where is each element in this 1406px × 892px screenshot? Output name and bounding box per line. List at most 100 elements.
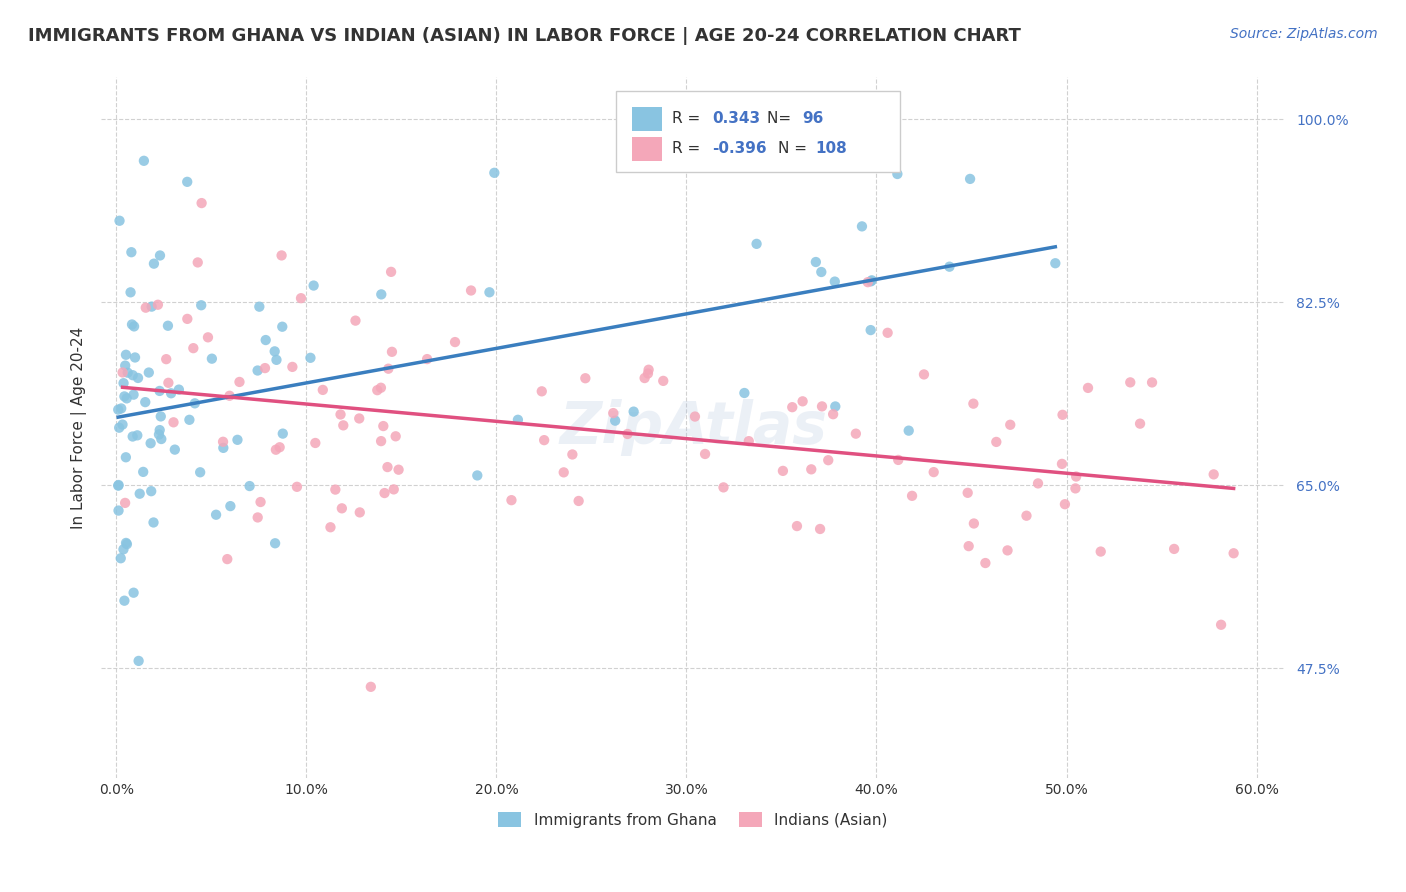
Point [506, 413, 529, 427]
Point [120, 285, 142, 300]
Point [201, 351, 224, 366]
Point [142, 516, 165, 530]
Point [823, 407, 845, 421]
Point [1015, 508, 1038, 523]
Text: 0.343: 0.343 [711, 112, 761, 127]
Point [190, 196, 212, 211]
Point [121, 368, 143, 383]
Point [851, 219, 873, 234]
Point [380, 265, 402, 279]
Point [1129, 417, 1152, 431]
Point [533, 433, 555, 447]
Point [859, 323, 882, 337]
Point [115, 348, 138, 362]
Legend: Immigrants from Ghana, Indians (Asian): Immigrants from Ghana, Indians (Asian) [492, 805, 894, 834]
Point [160, 386, 183, 401]
Point [637, 367, 659, 381]
Point [897, 424, 920, 438]
Text: 96: 96 [801, 112, 824, 127]
Point [824, 400, 846, 414]
Point [117, 366, 139, 380]
Point [148, 427, 170, 442]
Point [115, 392, 138, 406]
Text: N=: N= [766, 112, 796, 127]
Point [381, 344, 404, 359]
Point [150, 432, 173, 446]
Point [304, 436, 326, 450]
Point [780, 400, 803, 414]
Point [253, 361, 276, 376]
Point [1050, 457, 1073, 471]
Point [1026, 476, 1049, 491]
Point [444, 334, 467, 349]
FancyBboxPatch shape [631, 137, 662, 161]
Point [1064, 469, 1087, 483]
Point [246, 510, 269, 524]
Point [112, 389, 135, 403]
Point [290, 291, 312, 305]
Point [115, 536, 138, 550]
Point [845, 426, 868, 441]
Point [860, 273, 883, 287]
Point [484, 166, 506, 180]
Point [530, 384, 553, 399]
Point [156, 318, 179, 333]
Point [114, 496, 136, 510]
Point [247, 300, 270, 314]
Point [574, 371, 596, 385]
Point [212, 441, 235, 455]
Point [264, 442, 287, 457]
Point [149, 248, 172, 262]
Point [122, 319, 145, 334]
Point [382, 483, 405, 497]
Point [922, 465, 945, 479]
Point [986, 434, 1008, 449]
Point [107, 402, 129, 417]
Point [817, 453, 839, 467]
Point [134, 395, 156, 409]
Point [155, 352, 177, 367]
Point [187, 255, 209, 269]
Point [127, 371, 149, 385]
Point [824, 275, 846, 289]
Point [114, 359, 136, 373]
Point [387, 463, 409, 477]
Point [683, 409, 706, 424]
Point [112, 376, 135, 391]
Point [329, 408, 352, 422]
Point [997, 543, 1019, 558]
Text: 108: 108 [815, 142, 846, 156]
Point [110, 551, 132, 566]
Point [122, 585, 145, 599]
Point [249, 495, 271, 509]
Point [876, 326, 898, 340]
Point [623, 404, 645, 418]
Point [330, 501, 353, 516]
Point [108, 420, 131, 434]
Point [319, 520, 342, 534]
Point [962, 397, 984, 411]
Point [115, 450, 138, 465]
Point [285, 480, 308, 494]
Point [132, 465, 155, 479]
Point [360, 680, 382, 694]
Point [107, 503, 129, 517]
Point [146, 298, 169, 312]
Point [302, 278, 325, 293]
Point [112, 593, 135, 607]
Point [270, 248, 292, 262]
Point [1119, 376, 1142, 390]
Point [141, 300, 163, 314]
Point [149, 384, 172, 398]
Point [217, 552, 239, 566]
Point [804, 255, 827, 269]
Point [162, 415, 184, 429]
Point [128, 486, 150, 500]
Point [124, 351, 146, 365]
Point [219, 499, 242, 513]
Text: IMMIGRANTS FROM GHANA VS INDIAN (ASIAN) IN LABOR FORCE | AGE 20-24 CORRELATION C: IMMIGRANTS FROM GHANA VS INDIAN (ASIAN) … [28, 27, 1021, 45]
Point [271, 426, 294, 441]
Point [190, 298, 212, 312]
Point [416, 352, 439, 367]
Point [121, 318, 143, 332]
